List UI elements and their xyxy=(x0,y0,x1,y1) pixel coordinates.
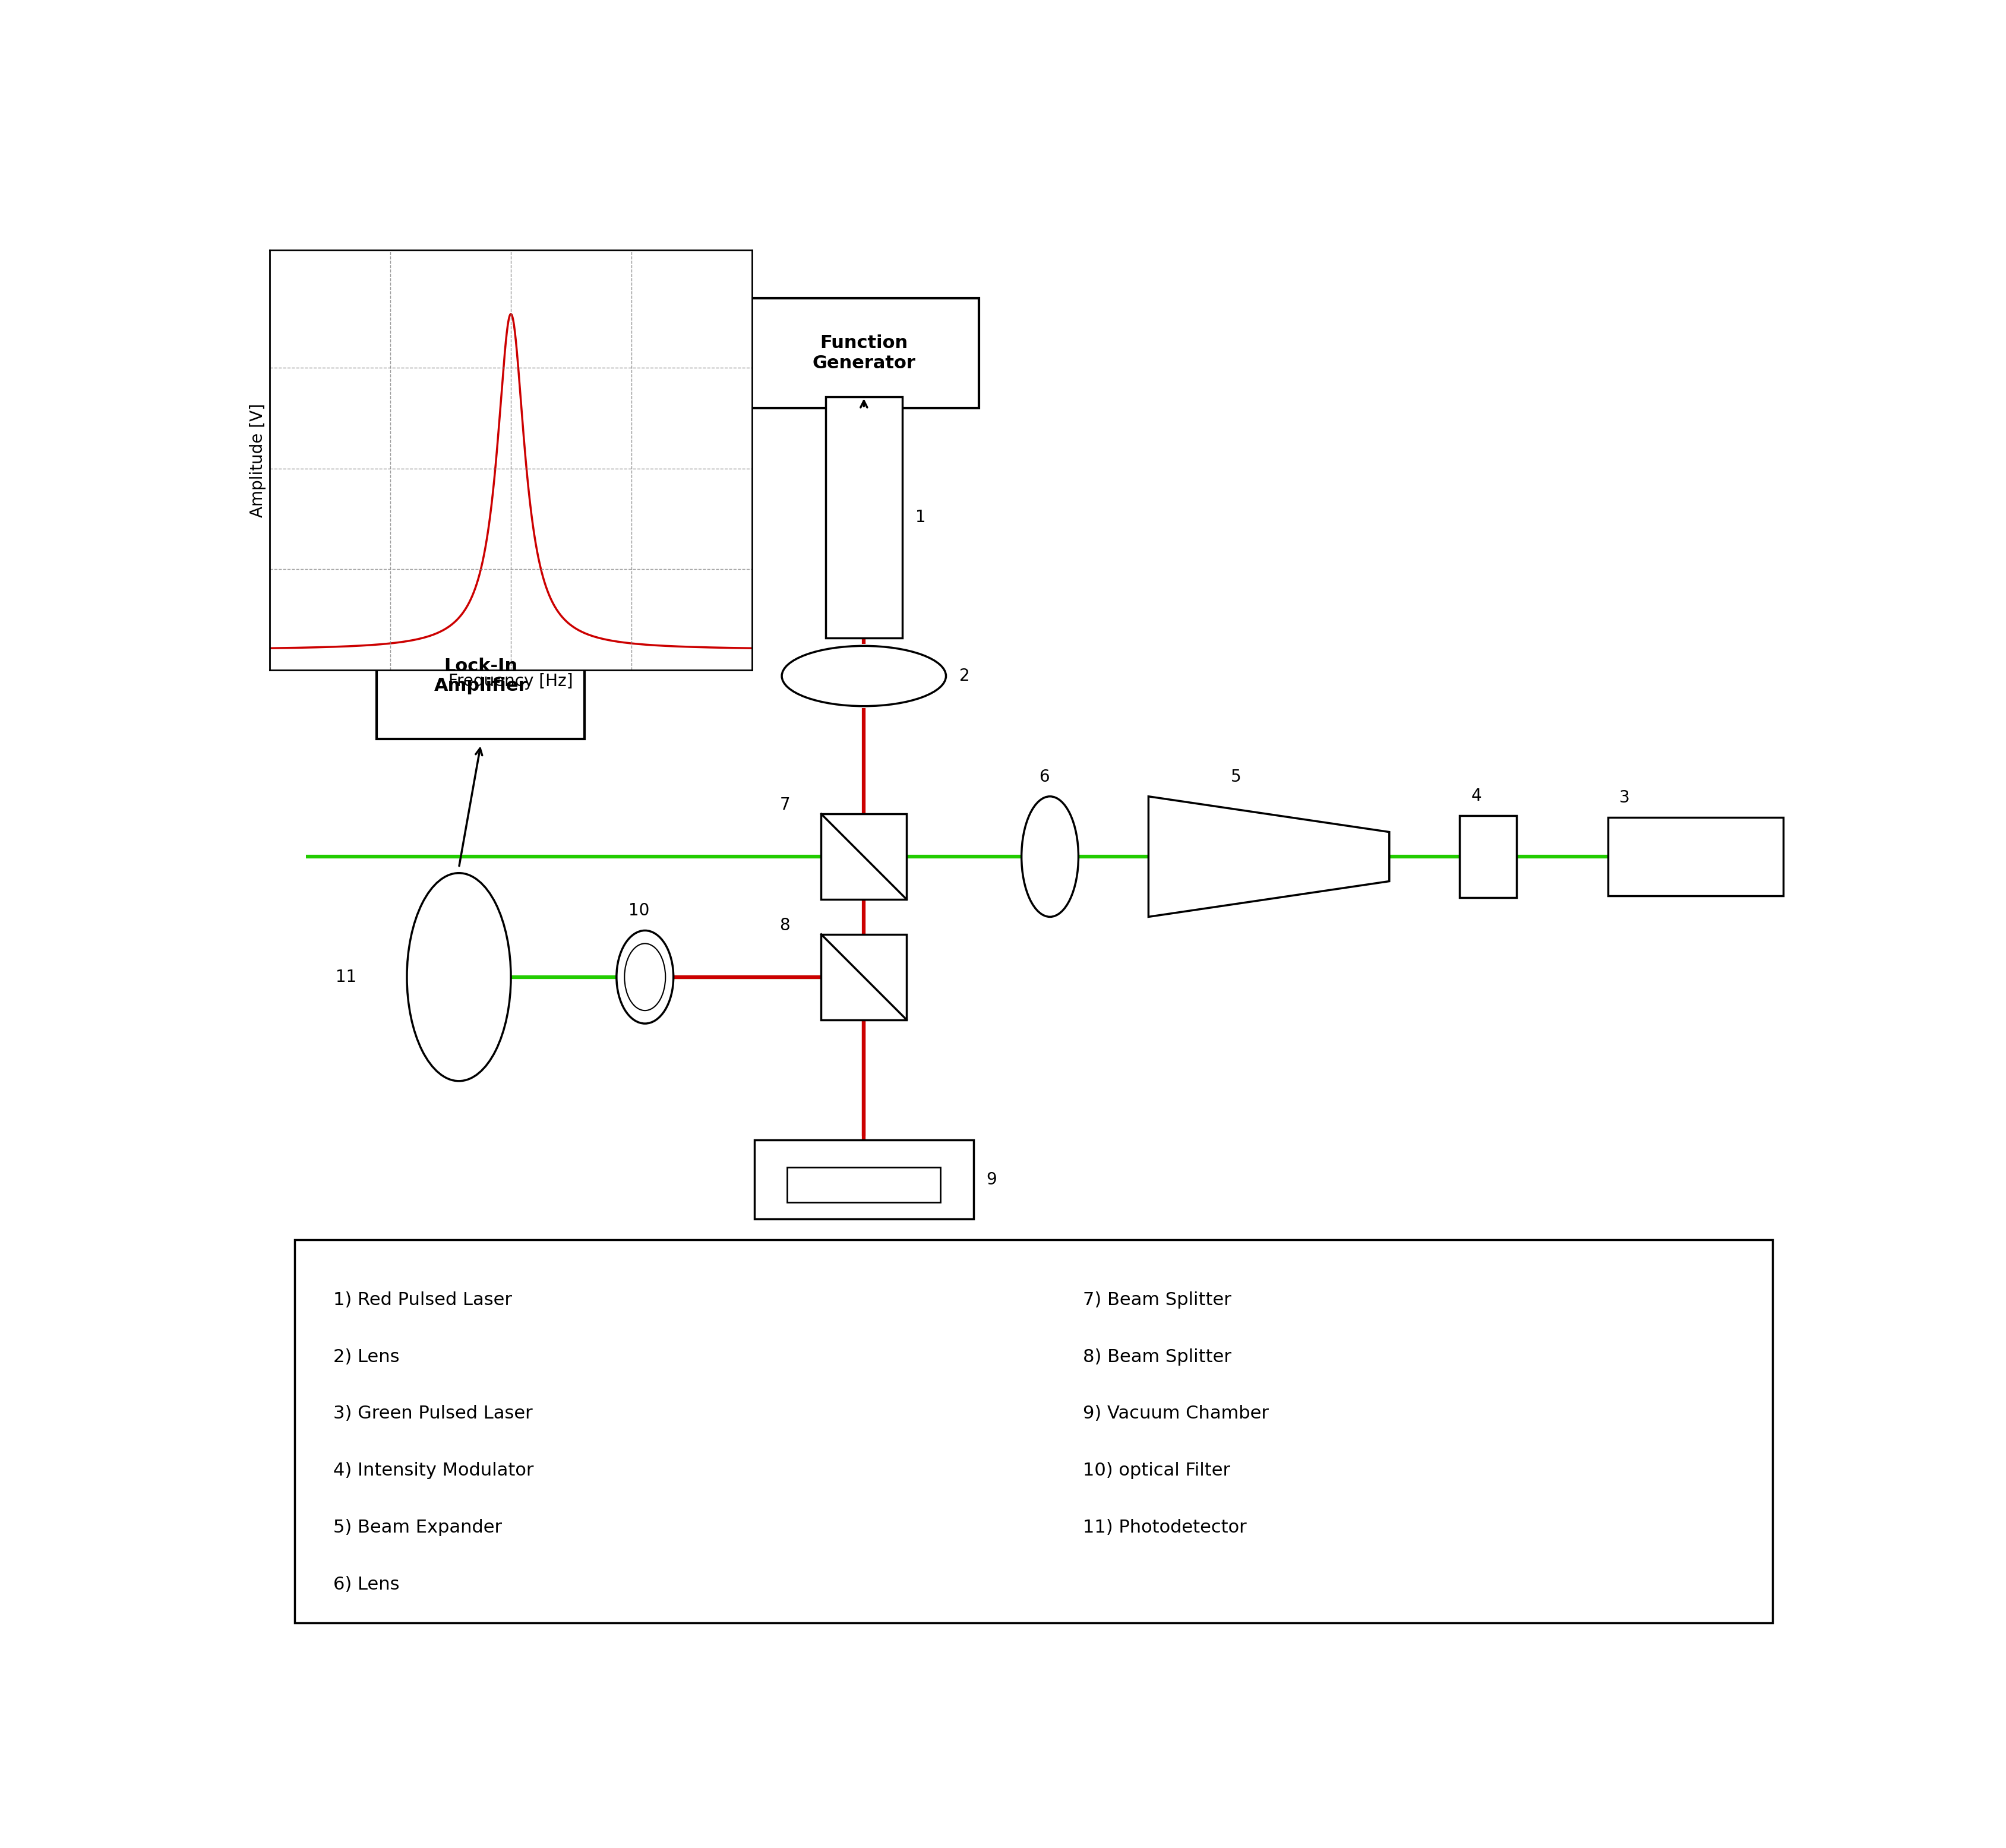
Text: 1) Red Pulsed Laser: 1) Red Pulsed Laser xyxy=(333,1292,512,1308)
Text: 2) Lens: 2) Lens xyxy=(333,1349,399,1366)
Bar xyxy=(377,614,586,739)
Text: Function
Generator: Function Generator xyxy=(812,334,915,371)
Text: 9: 9 xyxy=(987,1172,997,1188)
Bar xyxy=(820,813,907,900)
Text: 7) Beam Splitter: 7) Beam Splitter xyxy=(1083,1292,1232,1308)
Text: 4: 4 xyxy=(1470,787,1482,804)
Text: 9) Vacuum Chamber: 9) Vacuum Chamber xyxy=(1083,1404,1268,1423)
Text: 10) optical Filter: 10) optical Filter xyxy=(1083,1462,1230,1478)
Text: 5) Beam Expander: 5) Beam Expander xyxy=(333,1519,502,1536)
Text: 8: 8 xyxy=(780,917,790,933)
Text: 11) Photodetector: 11) Photodetector xyxy=(1083,1519,1246,1536)
Bar xyxy=(820,935,907,1020)
Ellipse shape xyxy=(782,647,947,706)
Text: 6: 6 xyxy=(1039,769,1049,785)
Text: 11: 11 xyxy=(335,968,357,985)
Text: 8) Beam Splitter: 8) Beam Splitter xyxy=(1083,1349,1232,1366)
Text: 4) Intensity Modulator: 4) Intensity Modulator xyxy=(333,1462,534,1478)
Ellipse shape xyxy=(616,931,674,1024)
Bar xyxy=(754,1140,973,1220)
Text: 5: 5 xyxy=(1230,769,1242,785)
Bar xyxy=(826,397,903,638)
Bar xyxy=(786,1168,941,1203)
Bar xyxy=(748,298,979,408)
Text: 2: 2 xyxy=(959,667,969,684)
Polygon shape xyxy=(1149,796,1390,917)
Ellipse shape xyxy=(624,944,666,1011)
Bar xyxy=(295,1240,1773,1623)
Bar xyxy=(1458,815,1517,898)
Text: 3: 3 xyxy=(1619,789,1629,806)
Text: 7: 7 xyxy=(780,796,790,813)
Ellipse shape xyxy=(407,872,512,1081)
Text: 6) Lens: 6) Lens xyxy=(333,1576,399,1593)
Text: Lock-In
Amplifier: Lock-In Amplifier xyxy=(433,658,528,695)
Text: 1: 1 xyxy=(915,508,927,525)
Bar xyxy=(1609,817,1783,896)
Text: 10: 10 xyxy=(628,902,650,918)
Text: 3) Green Pulsed Laser: 3) Green Pulsed Laser xyxy=(333,1404,532,1423)
Ellipse shape xyxy=(1021,796,1079,917)
